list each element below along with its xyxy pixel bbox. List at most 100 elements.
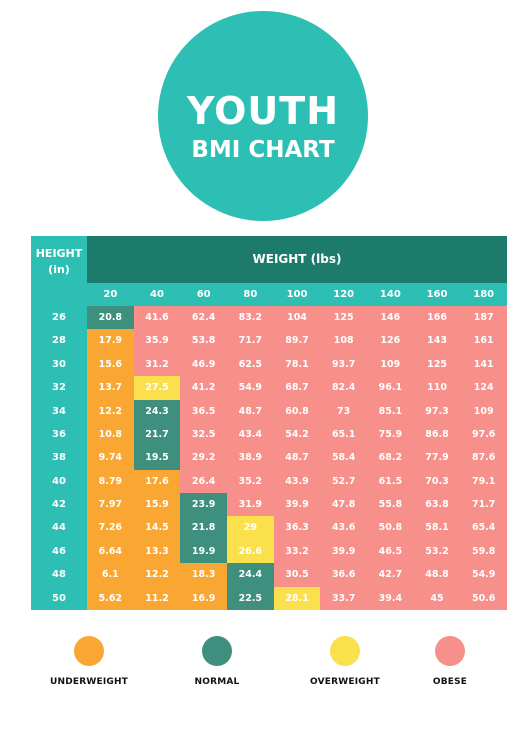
bmi-cell: 7.26: [87, 516, 134, 540]
bmi-cell: 87.6: [460, 446, 508, 470]
bmi-cell: 29: [227, 516, 274, 540]
bmi-cell: 93.7: [320, 352, 367, 377]
bmi-cell: 12.2: [133, 563, 181, 587]
bmi-cell: 161: [460, 329, 508, 353]
bmi-cell: 53.2: [413, 539, 461, 564]
bmi-cell: 62.4: [180, 306, 227, 330]
bmi-cell: 29.2: [180, 446, 227, 470]
weight-label: 180: [473, 289, 495, 300]
bmi-cell: 8.79: [87, 469, 134, 494]
bmi-cell: 41.6: [133, 306, 181, 330]
bmi-cell: 14.5: [133, 516, 181, 540]
bmi-cell: 61.5: [367, 469, 414, 494]
bmi-cell: 30.5: [273, 563, 321, 587]
height-unit: (in): [48, 263, 70, 276]
height-label: 36: [52, 428, 66, 440]
bmi-cell: 45: [413, 586, 461, 610]
bmi-cell: 60.8: [273, 399, 321, 423]
weight-label: 140: [379, 289, 401, 300]
legend: UNDERWEIGHT NORMAL OVERWEIGHT OBESE: [0, 636, 528, 696]
bmi-cell: 108: [320, 329, 367, 353]
bmi-cell: 71.7: [227, 329, 274, 353]
bmi-cell: 31.9: [227, 493, 274, 517]
height-label: 38: [52, 452, 66, 464]
bmi-cell: 33.2: [273, 539, 321, 564]
bmi-cell: 43.4: [227, 422, 274, 447]
weight-label: 80: [243, 289, 258, 300]
bmi-cell: 70.3: [413, 469, 461, 494]
legend-swatch: [202, 636, 232, 666]
bmi-cell: 50.8: [367, 516, 414, 540]
title-line-2: BMI CHART: [191, 137, 335, 163]
bmi-cell: 68.7: [273, 376, 321, 400]
bmi-cell: 15.9: [133, 493, 181, 517]
bmi-cell: 89.7: [273, 329, 321, 353]
bmi-cell: 54.9: [460, 563, 508, 587]
bmi-cell: 43.6: [320, 516, 367, 540]
bmi-cell: 31.2: [133, 352, 181, 377]
height-label: 28: [52, 335, 66, 347]
bmi-cell: 141: [460, 352, 508, 377]
height-label: 34: [52, 405, 66, 417]
bmi-cell: 33.7: [320, 586, 367, 610]
legend-label: NORMAL: [194, 677, 240, 687]
height-label: 26: [52, 312, 66, 323]
height-label: 44: [52, 522, 66, 534]
bmi-cell: 50.6: [460, 586, 508, 610]
bmi-cell: 83.2: [227, 306, 274, 330]
bmi-cell: 21.8: [180, 516, 227, 540]
bmi-cell: 13.3: [133, 539, 181, 564]
bmi-cell: 73: [320, 399, 367, 423]
bmi-cell: 13.7: [87, 376, 134, 400]
height-column: HEIGHT (in) 26 28 30 32 34 36 38 40 42 44 46 48 50: [31, 236, 87, 610]
legend-item-obese: OBESE: [395, 636, 505, 687]
bmi-cell: 18.3: [180, 563, 227, 587]
bmi-cell: 32.5: [180, 422, 227, 447]
bmi-cell: 77.9: [413, 446, 461, 470]
bmi-cell: 71.7: [460, 493, 508, 517]
legend-swatch: [330, 636, 360, 666]
bmi-cell: 78.1: [273, 352, 321, 377]
bmi-cell: 43.9: [273, 469, 321, 494]
bmi-cell: 65.4: [460, 516, 508, 540]
bmi-cell: 59.8: [460, 539, 508, 564]
bmi-cell: 36.3: [273, 516, 321, 540]
bmi-cell: 38.9: [227, 446, 274, 470]
weight-label: 60: [196, 289, 211, 300]
bmi-cell: 36.5: [180, 399, 227, 423]
weight-header: WEIGHT (lbs): [87, 236, 507, 283]
bmi-cell: 46.9: [180, 352, 227, 377]
legend-label: OBESE: [432, 677, 468, 687]
bmi-cell: 62.5: [227, 352, 274, 377]
bmi-cell: 24.3: [133, 399, 181, 423]
legend-swatch: [435, 636, 465, 666]
bmi-cell: 86.8: [413, 422, 461, 447]
bmi-cell: 48.7: [227, 399, 274, 423]
height-label: 42: [52, 499, 66, 511]
bmi-cell: 65.1: [320, 422, 367, 447]
legend-item-underweight: UNDERWEIGHT: [34, 636, 144, 687]
legend-item-overweight: OVERWEIGHT: [290, 636, 400, 687]
bmi-cell: 19.9: [180, 539, 227, 564]
bmi-cell: 52.7: [320, 469, 367, 494]
bmi-cell: 104: [273, 306, 321, 330]
bmi-cell: 42.7: [367, 563, 414, 587]
bmi-cell: 187: [460, 306, 508, 330]
bmi-cell: 22.5: [227, 586, 274, 610]
bmi-cell: 39.4: [367, 586, 414, 610]
height-label: 48: [52, 569, 66, 581]
weight-label: 100: [286, 289, 308, 300]
bmi-cell: 36.6: [320, 563, 367, 587]
bmi-cell: 126: [367, 329, 414, 353]
bmi-cell: 63.8: [413, 493, 461, 517]
bmi-cell: 54.9: [227, 376, 274, 400]
bmi-cell: 28.1: [273, 586, 321, 610]
height-label: 50: [52, 592, 66, 604]
bmi-cell: 19.5: [133, 446, 181, 470]
bmi-cell: 26.6: [227, 539, 274, 564]
bmi-cell: 97.3: [413, 399, 461, 423]
bmi-cell: 110: [413, 376, 461, 400]
bmi-cell: 41.2: [180, 376, 227, 400]
bmi-cell: 6.64: [87, 539, 134, 564]
bmi-cell: 16.9: [180, 586, 227, 610]
